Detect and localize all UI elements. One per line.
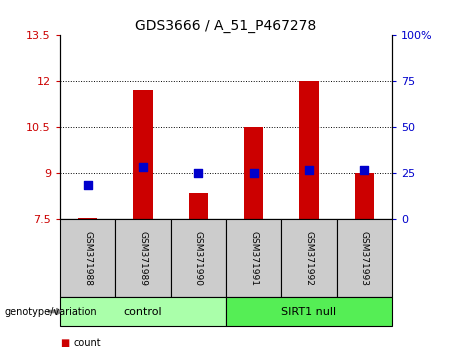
Title: GDS3666 / A_51_P467278: GDS3666 / A_51_P467278	[135, 19, 317, 33]
Text: GSM371992: GSM371992	[304, 231, 313, 286]
Point	[195, 170, 202, 175]
Text: count: count	[74, 338, 101, 348]
Point	[305, 167, 313, 173]
Bar	[355, 173, 374, 219]
Text: SIRT1 null: SIRT1 null	[281, 307, 337, 316]
Bar	[115, 219, 171, 297]
Text: control: control	[124, 307, 162, 316]
Bar	[171, 219, 226, 297]
Bar	[60, 219, 115, 297]
Text: GSM371989: GSM371989	[138, 231, 148, 286]
Point	[84, 182, 91, 188]
Bar	[337, 219, 392, 297]
Bar	[226, 219, 281, 297]
Text: GSM371991: GSM371991	[249, 231, 258, 286]
Bar	[189, 193, 208, 219]
Text: ■: ■	[60, 338, 69, 348]
Text: GSM371993: GSM371993	[360, 231, 369, 286]
Point	[139, 164, 147, 170]
Text: genotype/variation: genotype/variation	[5, 307, 97, 316]
Point	[250, 170, 257, 175]
Bar	[244, 127, 263, 219]
Bar	[226, 297, 392, 326]
Bar	[299, 81, 319, 219]
Bar	[78, 218, 97, 219]
Text: GSM371990: GSM371990	[194, 231, 203, 286]
Point	[361, 167, 368, 173]
Bar	[60, 297, 226, 326]
Bar	[281, 219, 337, 297]
Text: GSM371988: GSM371988	[83, 231, 92, 286]
Bar	[133, 90, 153, 219]
